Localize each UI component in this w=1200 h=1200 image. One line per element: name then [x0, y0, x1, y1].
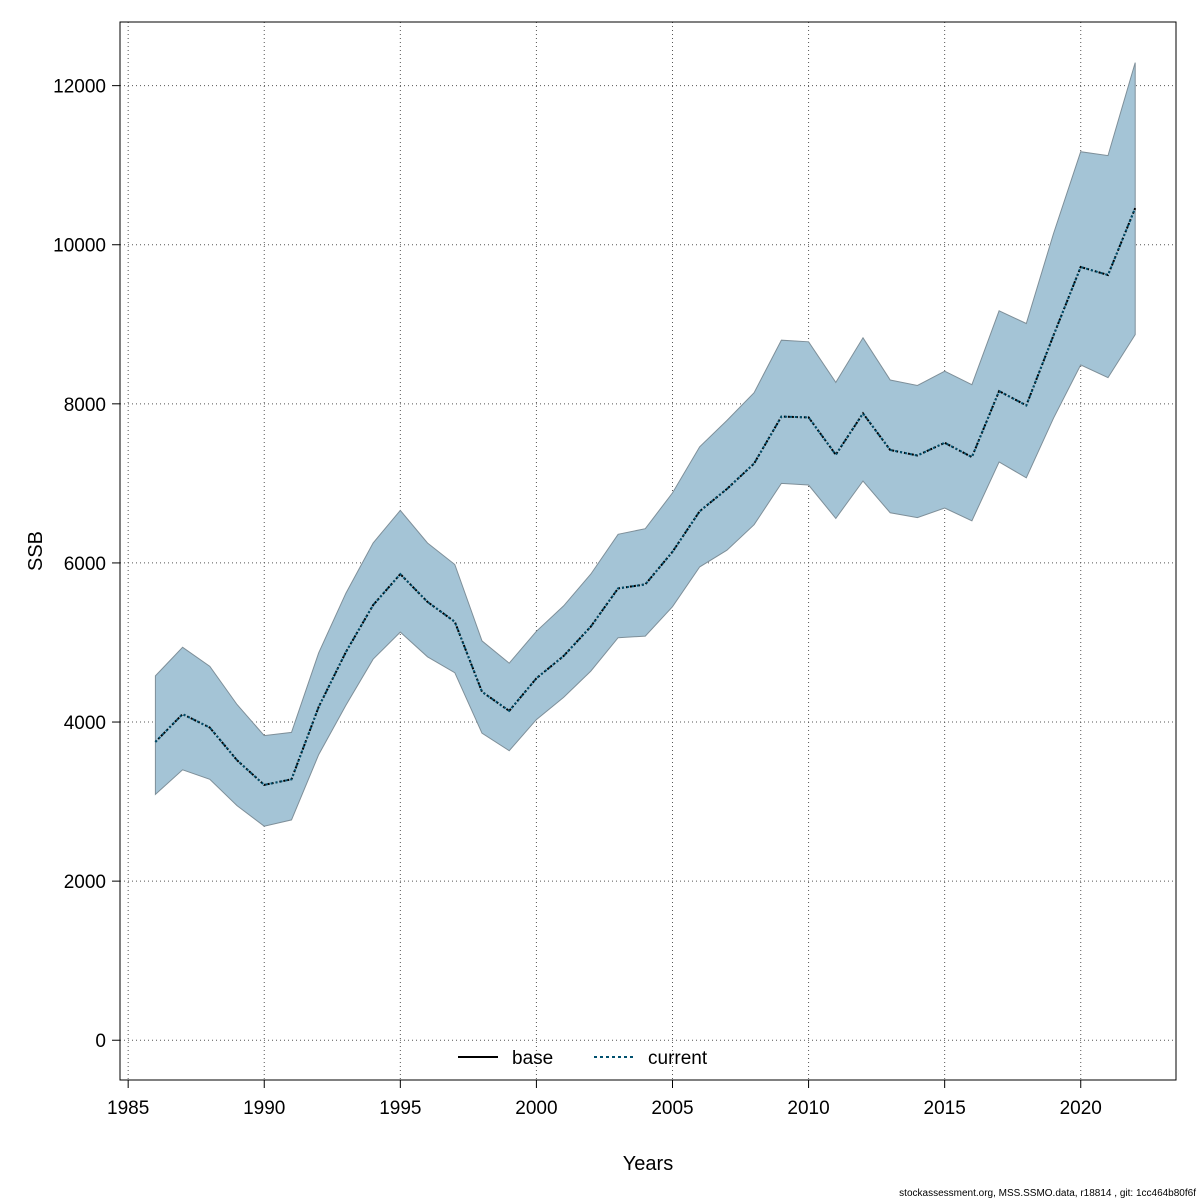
x-tick-label-2015: 2015 [924, 1098, 966, 1119]
confidence-band [154, 62, 1136, 827]
legend-label-current: current [648, 1048, 708, 1069]
series-line-base [154, 207, 1137, 786]
x-axis-title: Years [623, 1153, 673, 1175]
x-tick-label-1985: 1985 [107, 1098, 149, 1119]
y-tick-label-8000: 8000 [64, 395, 106, 416]
x-tick-label-2000: 2000 [515, 1098, 557, 1119]
x-tick-label-2020: 2020 [1060, 1098, 1102, 1119]
y-tick-label-10000: 10000 [53, 236, 106, 257]
y-axis-title: SSB [25, 531, 47, 571]
footer-text: stockassessment.org, MSS.SSMO.data, r188… [899, 1188, 1196, 1199]
y-axis: 0 2000 4000 6000 8000 10000 12000 [53, 77, 121, 1052]
y-tick-label-2000: 2000 [64, 872, 106, 893]
y-tick-label-4000: 4000 [64, 713, 106, 734]
y-tick-label-6000: 6000 [64, 554, 106, 575]
x-tick-label-1990: 1990 [243, 1098, 285, 1119]
y-tick-label-12000: 12000 [53, 77, 106, 98]
series-line-current [154, 207, 1137, 786]
y-tick-label-0: 0 [95, 1031, 106, 1052]
legend-label-base: base [512, 1048, 553, 1069]
x-tick-label-1995: 1995 [379, 1098, 421, 1119]
x-tick-label-2010: 2010 [787, 1098, 829, 1119]
legend: base current [458, 1048, 708, 1069]
x-axis: 1985 1990 1995 2000 2005 2010 2015 2020 [107, 1079, 1102, 1119]
x-tick-label-2005: 2005 [651, 1098, 693, 1119]
